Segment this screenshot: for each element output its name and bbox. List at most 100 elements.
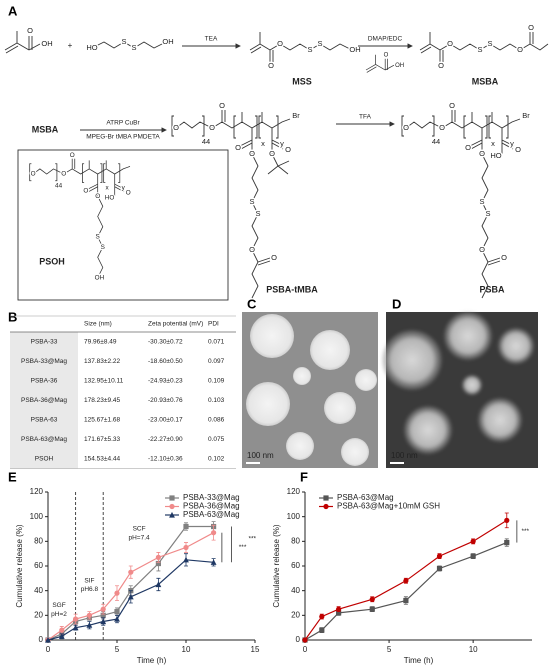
atom-label: O xyxy=(528,23,534,32)
atom-label: y xyxy=(122,184,126,191)
bond xyxy=(271,139,285,147)
panel-label: F xyxy=(300,469,308,484)
bond xyxy=(239,139,253,147)
bond xyxy=(88,186,98,193)
atom-label: x xyxy=(491,139,495,148)
data-point xyxy=(210,559,217,565)
bond xyxy=(501,142,514,150)
plus-sign: + xyxy=(68,41,73,50)
table-header: Zeta potential (mV) xyxy=(148,321,203,328)
annotation: SCF xyxy=(133,526,146,533)
bond xyxy=(365,64,376,71)
panel-label: D xyxy=(392,296,401,311)
legend-marker xyxy=(323,503,329,510)
atom-label: O xyxy=(235,143,241,152)
bond xyxy=(255,115,258,139)
data-point xyxy=(155,560,161,567)
atom-label: O xyxy=(501,253,507,262)
data-point xyxy=(183,556,189,563)
bond xyxy=(277,165,289,175)
table-cell: -22.27±0.90 xyxy=(148,436,183,443)
atom-label: O xyxy=(271,253,277,262)
bond xyxy=(257,257,271,263)
data-point xyxy=(403,597,409,604)
data-point xyxy=(100,612,106,618)
bond xyxy=(271,142,284,150)
atom-label: O xyxy=(209,123,215,132)
series-line xyxy=(47,532,214,641)
atom-label: O xyxy=(479,245,485,254)
data-point xyxy=(100,606,106,612)
table-cell: PSOH xyxy=(35,455,54,462)
data-point xyxy=(403,578,409,584)
y-tick-label: 0 xyxy=(39,635,44,644)
bond xyxy=(28,43,41,51)
panel-label: B xyxy=(8,309,17,324)
y-axis-label: Cumulative release (%) xyxy=(272,524,281,607)
atom-label: y xyxy=(280,139,284,148)
atom-label: O xyxy=(219,101,225,110)
atom-label: S xyxy=(255,209,260,218)
atom-label: O xyxy=(517,45,523,54)
y-tick-label: 20 xyxy=(34,610,43,619)
legend-label: PSBA-63@Mag xyxy=(183,510,240,519)
atom-label: S xyxy=(96,234,100,241)
x-tick-label: 5 xyxy=(387,645,392,654)
bond xyxy=(91,41,167,49)
data-point xyxy=(436,553,443,559)
atom-label: Br xyxy=(522,111,530,120)
panel-label: E xyxy=(8,469,17,484)
table-cell: -30.30±0.72 xyxy=(148,338,183,345)
reagent-label: ATRP CuBr xyxy=(106,120,140,127)
y-tick-label: 120 xyxy=(287,487,301,496)
atom-label: OH xyxy=(95,274,105,281)
annotation: SGF xyxy=(52,602,65,609)
annotation: pH=7.4 xyxy=(129,534,151,541)
x-tick-label: 10 xyxy=(469,645,478,654)
bond xyxy=(463,115,466,139)
atom-label: OH xyxy=(395,63,404,69)
tem-image-d xyxy=(382,312,538,468)
data-point xyxy=(114,609,120,615)
row-header-column xyxy=(10,332,78,469)
data-point xyxy=(436,565,443,572)
atom-label: OH xyxy=(349,45,360,54)
bond xyxy=(485,115,488,139)
data-point xyxy=(319,627,325,633)
data-point xyxy=(336,610,342,616)
data-point xyxy=(100,618,107,625)
table-cell: 154.53±4.44 xyxy=(84,455,120,462)
compound-name: PSOH xyxy=(39,256,65,266)
atom-label: O xyxy=(439,123,445,132)
reagent-label: TEA xyxy=(205,36,218,43)
table-cell: -18.60±0.50 xyxy=(148,358,183,365)
bond xyxy=(419,43,431,51)
bond xyxy=(420,46,432,54)
legend-label: PSBA-33@Mag xyxy=(183,493,240,502)
atom-label: O xyxy=(95,193,100,200)
data-point xyxy=(470,553,476,559)
legend-marker xyxy=(323,495,329,501)
structure: O O SS OH xyxy=(249,32,362,71)
panel-label: A xyxy=(8,3,18,18)
atom-label: O xyxy=(70,152,75,159)
bond xyxy=(103,163,106,183)
table-cell: -20.93±0.76 xyxy=(148,397,183,404)
compound-name: MSBA xyxy=(32,124,59,134)
data-point xyxy=(58,633,65,639)
y-tick-label: 80 xyxy=(291,536,300,545)
structure: O OH xyxy=(4,24,54,54)
table-cell: 171.67±5.33 xyxy=(84,436,120,443)
chart: 0 20 40 60 80 100 120 0 5 10 Time (h) Cumulative re… xyxy=(272,487,532,665)
bond xyxy=(55,163,58,182)
structure: O OH xyxy=(365,51,405,73)
bond xyxy=(469,139,483,147)
table-cell: PSBA-63@Mag xyxy=(21,436,67,443)
bond xyxy=(171,115,174,137)
data-point xyxy=(114,615,120,622)
bond xyxy=(257,260,271,266)
bond xyxy=(375,64,386,71)
